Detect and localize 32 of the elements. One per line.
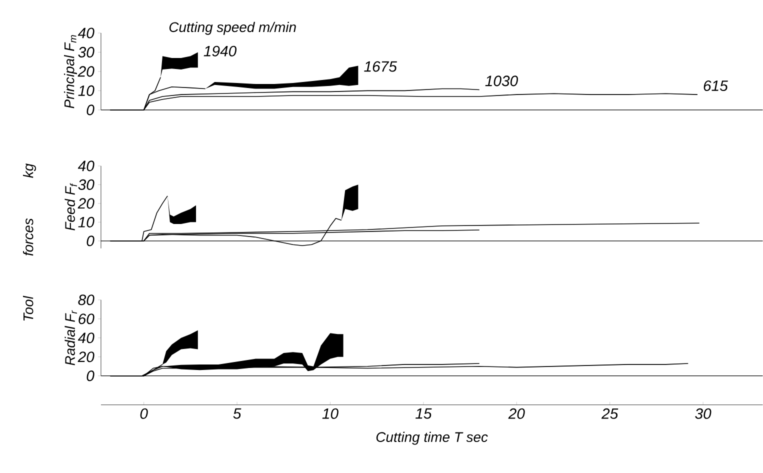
- y-tick-label: 40: [78, 160, 94, 172]
- y-tick-label: 40: [78, 332, 94, 344]
- x-tick-label: 30: [695, 408, 712, 420]
- x-tick-label: 25: [601, 408, 618, 420]
- text: Tool forces kg: [22, 164, 36, 321]
- x-axis-title: Cutting time T sec: [376, 432, 488, 445]
- y-tick-label: 40: [78, 28, 94, 38]
- text: 1675: [364, 61, 397, 72]
- text: 1940: [204, 46, 237, 56]
- y-tick-label: 30: [78, 47, 94, 58]
- y-tick-label: 20: [78, 352, 94, 362]
- y-tick-label: 0: [86, 370, 94, 382]
- annotation: Cutting speed m/min: [169, 22, 296, 35]
- y-tick-label: 30: [78, 179, 94, 190]
- y-tick-label: 0: [86, 104, 94, 116]
- y-tick-label: 60: [78, 314, 94, 324]
- x-tick-label: 5: [233, 408, 242, 419]
- series-label: 615: [704, 80, 728, 92]
- series-label: 1030: [485, 76, 518, 86]
- y-axis-title: Feed F$_{f}$: [64, 183, 77, 231]
- y-tick-label: 20: [78, 198, 94, 209]
- y-axis-title: Radial F$_{r}$: [64, 310, 77, 366]
- x-tick-label: 20: [508, 408, 525, 420]
- y-tick-label: 10: [78, 86, 94, 96]
- y-axis-title: Principal F$_{m}$: [64, 35, 77, 108]
- x-tick-label: 0: [140, 408, 148, 420]
- y-tick-label: 80: [78, 294, 94, 306]
- x-tick-label: 15: [416, 408, 432, 419]
- y-tick-label: 20: [78, 66, 94, 77]
- y-tick-label: 0: [86, 236, 94, 246]
- x-tick-label: 10: [322, 408, 338, 420]
- y-tick-label: 10: [78, 216, 94, 228]
